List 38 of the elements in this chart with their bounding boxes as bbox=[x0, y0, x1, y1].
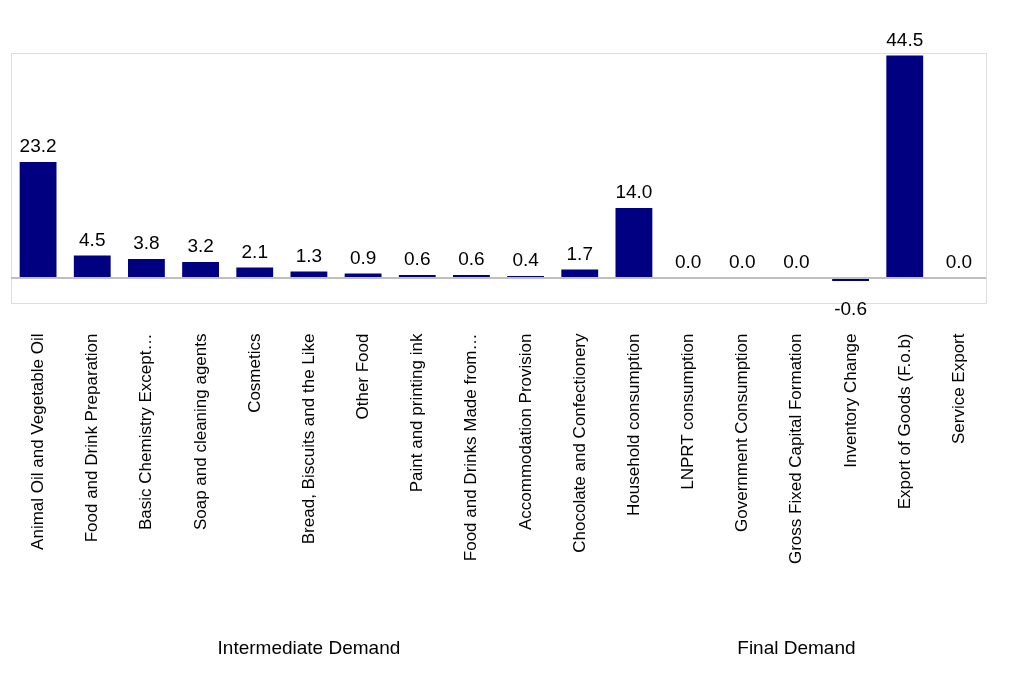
x-tick-label: Export of Goods (F.o.b) bbox=[894, 333, 914, 510]
data-label: 3.2 bbox=[187, 235, 214, 256]
x-tick-label: Food and Drink Preparation bbox=[82, 333, 102, 543]
x-tick-label: Cosmetics bbox=[244, 333, 264, 413]
x-tick-label: Food and Drinks Made from… bbox=[461, 333, 481, 562]
x-tick-label: Basic Chemistry Except… bbox=[136, 333, 156, 530]
data-label: 0.0 bbox=[729, 251, 756, 272]
x-tick-label: Government Consumption bbox=[732, 333, 752, 532]
data-label: 23.2 bbox=[19, 135, 57, 156]
x-tick-label: Other Food bbox=[353, 333, 373, 420]
data-label: 0.6 bbox=[404, 248, 431, 269]
x-tick-label: Inventory Change bbox=[840, 333, 860, 468]
x-tick-label: Paint and printing ink bbox=[407, 333, 427, 493]
x-tick-label: Accommodation Provision bbox=[515, 333, 535, 531]
data-label: 14.0 bbox=[615, 181, 653, 202]
data-label: 4.5 bbox=[79, 228, 106, 250]
text: Intermediate Demand bbox=[217, 637, 401, 658]
data-label: 1.7 bbox=[566, 242, 593, 264]
text: Final Demand bbox=[737, 637, 856, 658]
x-tick-label: Bread, Biscuits and the Like bbox=[298, 333, 318, 545]
data-label: 0.0 bbox=[945, 251, 973, 272]
x-tick-label: Animal Oil and Vegetable Oil bbox=[28, 333, 48, 550]
x-tick-label: Chocolate and Confectionery bbox=[569, 333, 589, 553]
x-tick-label: Household consumption bbox=[623, 333, 643, 516]
data-label: 2.1 bbox=[241, 240, 268, 262]
data-label: 44.5 bbox=[886, 28, 924, 50]
data-label: 0.9 bbox=[349, 246, 377, 268]
data-label: 0.0 bbox=[783, 251, 810, 272]
x-tick-label: Gross Fixed Capital Formation bbox=[786, 333, 806, 565]
data-label: 0.4 bbox=[512, 249, 540, 270]
data-label: 0.0 bbox=[674, 251, 702, 272]
data-label: -0.6 bbox=[834, 298, 867, 319]
x-tick-label: Soap and cleaning agents bbox=[190, 333, 210, 531]
x-tick-label: Service Export bbox=[948, 333, 968, 445]
x-tick-label: LNPRT consumption bbox=[678, 333, 698, 490]
data-label: 1.3 bbox=[295, 244, 323, 266]
data-label: 3.8 bbox=[133, 232, 160, 253]
data-label: 0.6 bbox=[458, 248, 485, 269]
